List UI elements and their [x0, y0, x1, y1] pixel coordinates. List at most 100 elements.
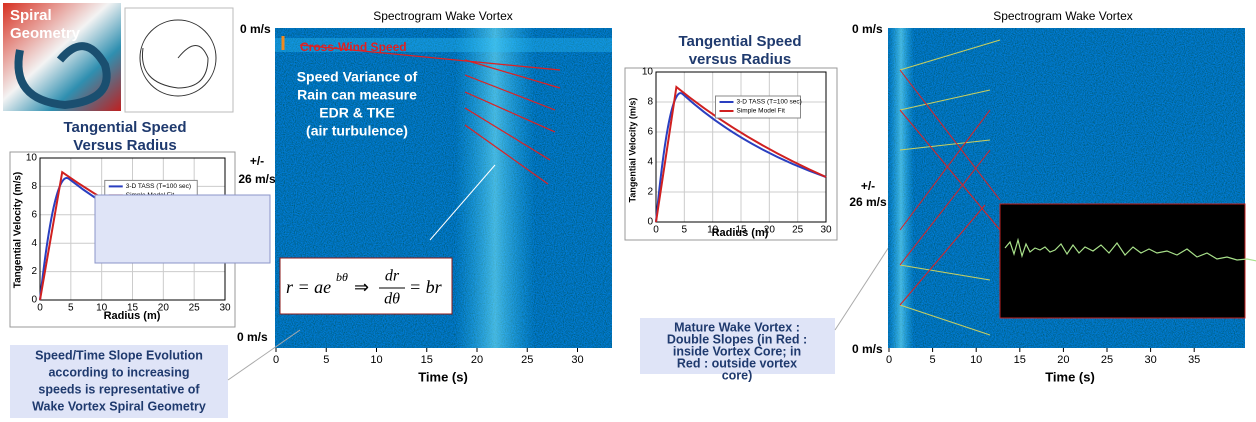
x-tick-label: 10: [96, 303, 108, 314]
x-tick-label: 10: [370, 354, 382, 366]
note-box: [640, 318, 835, 374]
y-tick-label: 4: [31, 238, 37, 249]
y-label: +/-: [861, 179, 875, 193]
y-label: 0 m/s: [852, 342, 883, 356]
x-axis-label: Radius (m): [712, 227, 769, 239]
x-tick-label: 5: [323, 354, 329, 366]
note-line: speeds is representative of: [38, 382, 200, 396]
x-tick-label: 0: [653, 225, 659, 236]
y-tick-label: 0: [31, 295, 37, 306]
x-tick-label: 35: [1188, 354, 1200, 366]
x-tick-label: 30: [820, 225, 832, 236]
note-line: Speed Variance of: [297, 69, 418, 85]
formula-box: [279, 257, 453, 315]
annotation-group: Speed Variance of Rain can measure EDR & T…: [297, 69, 418, 139]
red-lines: [899, 69, 1001, 306]
note-line: Mature Wake Vortex :: [674, 320, 800, 334]
x-tick-label: 5: [682, 225, 688, 236]
chart-frame: [624, 67, 838, 241]
curve: [655, 92, 827, 223]
y-label: 0 m/s: [240, 22, 271, 36]
x-tick-label: 5: [930, 354, 936, 366]
y-tick-label: 10: [26, 153, 38, 164]
note: Speed/Time Slope Evolution according to i…: [32, 348, 206, 413]
pointer: [429, 164, 496, 241]
x-tick-label: 30: [571, 354, 583, 366]
x-axis: 0 5 10 15 20 25 30: [273, 348, 584, 366]
x-tick-label: 20: [158, 303, 170, 314]
curve: [655, 85, 827, 223]
spectrogram-band: [455, 28, 535, 348]
spiral-shape: [14, 42, 111, 110]
note-box: [10, 345, 228, 418]
y-label: 26 m/s: [238, 172, 276, 186]
chart-title: versus Radius: [689, 51, 792, 68]
y-tick-label: 8: [31, 181, 37, 192]
x-tick-label: 25: [521, 354, 533, 366]
chart-title: Tangential Speed: [63, 119, 186, 136]
callout-box: [94, 194, 271, 264]
legend-label: Simple Model Fit: [737, 108, 786, 115]
thumbnail-label: Geometry: [10, 25, 81, 42]
x-tick-label: 15: [735, 225, 747, 236]
y-tick-label: 2: [31, 266, 37, 277]
note-line: Double Slopes (in Red :: [667, 332, 807, 346]
y-axis-label: Tangential Velocity (m/s): [13, 172, 24, 289]
note-line: Speed/Time Slope Evolution: [35, 348, 203, 362]
note-line: core): [722, 368, 753, 382]
y-axis-label: Tangential Velocity (m/s): [627, 98, 637, 203]
x-axis-label: Time (s): [418, 369, 468, 384]
chart-title: Versus Radius: [73, 137, 176, 154]
y-label: +/-: [250, 154, 264, 168]
x-axis: 0 5 10 15 20 25 30 35: [886, 348, 1200, 366]
waveform: [1004, 237, 1256, 262]
x-tick-label: 20: [471, 354, 483, 366]
y-tick-label: 8: [647, 97, 653, 108]
green-lines: [899, 39, 1001, 336]
y-tick-label: 4: [647, 157, 653, 168]
legend-label: 3-D TASS (T=100 sec): [126, 183, 191, 190]
x-tick-label: 15: [127, 303, 139, 314]
x-tick-label: 25: [1101, 354, 1113, 366]
note-line: according to increasing: [48, 365, 189, 379]
x-tick-label: 25: [189, 303, 201, 314]
right-chart: 0 5 10 15 20 25 30 0 2 4 6 8 10 3-D TASS (T=100 sec) S…: [642, 67, 832, 236]
y-tick-label: 0: [647, 217, 653, 228]
thumbnail-label: Spiral: [10, 7, 52, 24]
sketch-circle: [139, 19, 217, 97]
y-tick-label: 2: [647, 187, 653, 198]
x-tick-label: 5: [68, 303, 74, 314]
x-tick-label: 20: [1057, 354, 1069, 366]
formula: bθ: [336, 270, 348, 284]
pointer: [227, 329, 301, 381]
formula: ⇒: [354, 277, 369, 297]
spectrogram-band: [888, 28, 914, 348]
x-tick-label: 0: [886, 354, 892, 366]
note: Mature Wake Vortex :Double Slopes (in Re…: [667, 320, 807, 382]
x-tick-label: 15: [1014, 354, 1026, 366]
annotation: Cross-Wind Speed: [300, 40, 407, 54]
x-axis-label: Time (s): [1045, 369, 1095, 384]
y-label: 0 m/s: [237, 330, 268, 344]
plot-frame: [655, 71, 827, 223]
spectrogram-title: Spectrogram Wake Vortex: [993, 9, 1133, 23]
y-tick-label: 10: [642, 67, 654, 78]
note-line: inside Vortex Core; in: [673, 344, 801, 358]
x-tick-label: 0: [273, 354, 279, 366]
note-line: EDR & TKE: [319, 105, 394, 121]
y-label: 0 m/s: [852, 22, 883, 36]
spectrogram-band: [275, 38, 612, 52]
spectrogram-title: Spectrogram Wake Vortex: [373, 9, 513, 23]
x-tick-label: 10: [707, 225, 719, 236]
x-tick-label: 0: [37, 303, 43, 314]
y-tick-label: 6: [31, 209, 37, 220]
formula: dr: [385, 268, 400, 285]
y-label: 26 m/s: [849, 195, 887, 209]
legend-box: [715, 95, 801, 119]
x-axis-label: Radius (m): [104, 310, 161, 322]
formula: r = ae: [286, 277, 331, 297]
inset: [999, 203, 1246, 319]
legend-label: 3-D TASS (T=100 sec): [737, 99, 802, 106]
x-tick-label: 20: [764, 225, 776, 236]
